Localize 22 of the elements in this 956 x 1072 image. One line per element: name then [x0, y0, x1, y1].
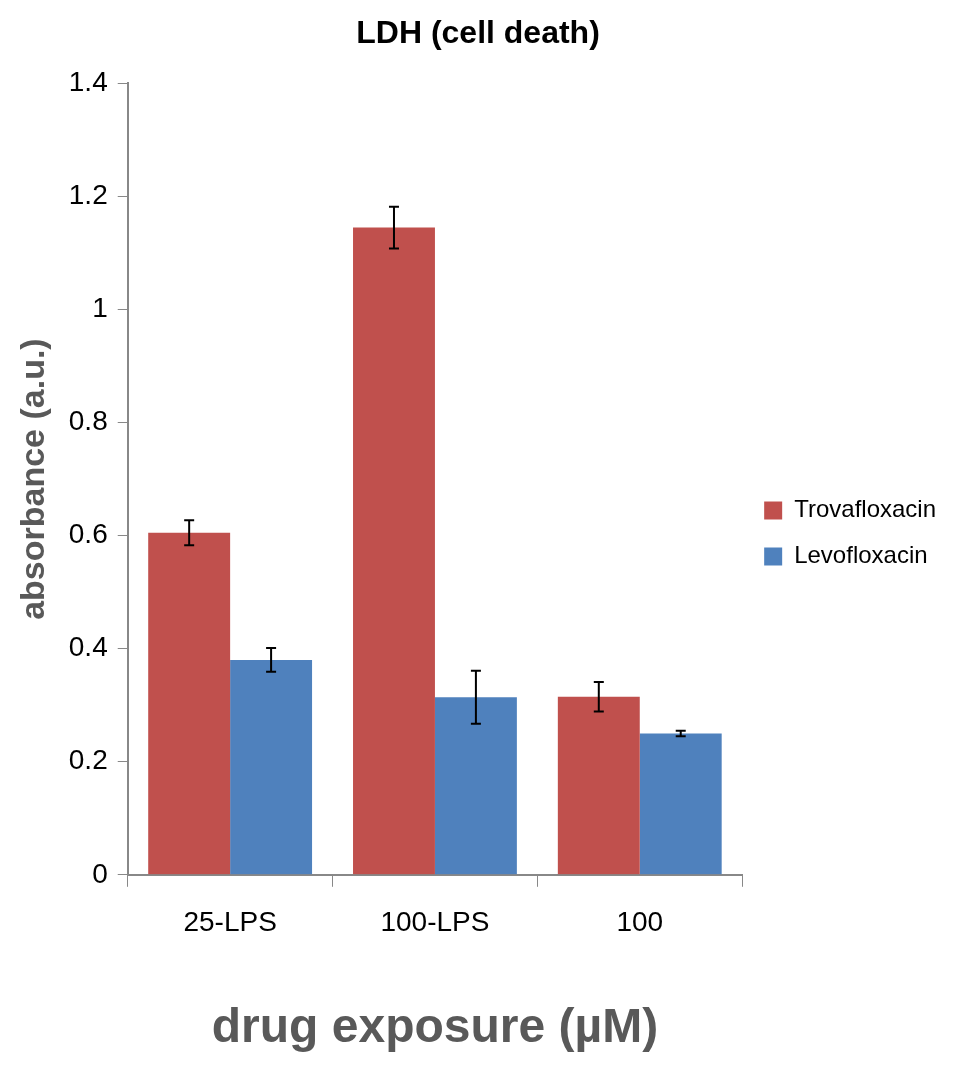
y-tick-label: 1.4: [68, 66, 108, 98]
x-tick-label: 100: [616, 906, 664, 938]
bar: [230, 659, 313, 875]
bar: [353, 227, 435, 875]
y-tick-label: 1: [92, 292, 108, 324]
legend-label: Levofloxacin: [794, 541, 928, 569]
y-tick-label: 1.2: [68, 179, 108, 211]
legend-label: Trovafloxacin: [794, 495, 937, 523]
chart-title: LDH (cell death): [356, 14, 600, 51]
y-axis-title: absorbance (a.u.): [12, 338, 51, 620]
y-tick-label: 0.2: [68, 744, 108, 776]
x-tick-label: 100-LPS: [380, 906, 490, 938]
bar: [557, 696, 640, 875]
y-tick-label: 0.6: [68, 518, 108, 550]
bar: [639, 733, 722, 875]
x-axis-title: drug exposure (µM): [211, 999, 659, 1053]
y-tick-label: 0.8: [68, 405, 108, 437]
y-tick-label: 0.4: [68, 631, 108, 663]
bar: [148, 532, 231, 875]
bar: [434, 697, 517, 875]
y-tick-label: 0: [92, 857, 108, 889]
x-tick-label: 25-LPS: [183, 906, 277, 938]
